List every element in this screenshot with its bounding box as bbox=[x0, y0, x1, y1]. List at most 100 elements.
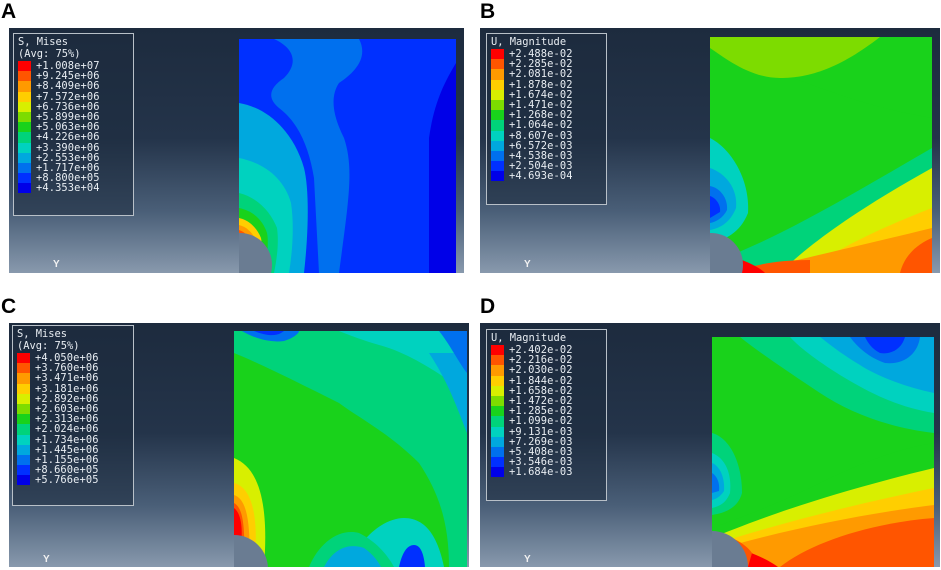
stress-legend: S, Mises (Avg: 75%) +1.008e+07 +9.245e+06… bbox=[13, 33, 134, 216]
legend-swatch bbox=[18, 152, 31, 163]
displacement-legend: U, Magnitude +2.488e-02 +2.285e-02 +2.081e… bbox=[486, 33, 607, 205]
legend-row: +2.285e-02 bbox=[491, 59, 602, 70]
panel-letter-a: A bbox=[1, 0, 17, 23]
legend-swatch bbox=[18, 142, 31, 153]
legend-swatch bbox=[491, 467, 504, 478]
legend-value: +5.766e+05 bbox=[35, 474, 99, 487]
legend-swatch bbox=[18, 122, 31, 133]
legend-value: +3.181e+06 bbox=[35, 382, 99, 395]
legend-value: +2.402e-02 bbox=[509, 344, 573, 356]
legend-swatch bbox=[18, 111, 31, 123]
legend-value: +2.216e-02 bbox=[509, 354, 573, 367]
legend-row: +2.313e+06 bbox=[17, 414, 129, 425]
legend-row: +1.099e-02 bbox=[491, 416, 602, 427]
legend-row: +1.268e-02 bbox=[491, 110, 602, 121]
legend-value: +4.538e-03 bbox=[509, 149, 573, 162]
panel-c-plot bbox=[234, 331, 467, 567]
legend-value: +5.408e-03 bbox=[509, 445, 573, 458]
legend-value: +1.008e+07 bbox=[36, 60, 100, 72]
legend-swatch bbox=[17, 414, 30, 425]
axis-label-y: Y bbox=[53, 259, 60, 270]
legend-row: +6.736e+06 bbox=[18, 100, 129, 113]
legend-row: +2.081e-02 bbox=[491, 68, 602, 81]
legend-row: +8.409e+06 bbox=[18, 80, 129, 93]
legend-swatch bbox=[17, 393, 30, 404]
legend-value: +1.734e+06 bbox=[35, 433, 99, 446]
legend-row: +2.024e+06 bbox=[17, 423, 129, 436]
legend-swatch bbox=[491, 161, 504, 172]
panel-a-stress-contour: S, Mises (Avg: 75%) +1.008e+07 +9.245e+06… bbox=[9, 28, 464, 273]
legend-swatch bbox=[17, 373, 30, 384]
panel-b-plot bbox=[710, 37, 932, 273]
displacement-legend: U, Magnitude +2.402e-02 +2.216e-02 +2.030e… bbox=[486, 329, 607, 501]
legend-value: +8.660e+05 bbox=[35, 464, 99, 477]
legend-row: +1.717e+06 bbox=[18, 162, 129, 173]
legend-title: S, Mises bbox=[18, 36, 69, 48]
legend-value: +2.553e+06 bbox=[36, 151, 100, 164]
legend-swatch bbox=[491, 436, 504, 447]
legend-swatch bbox=[17, 475, 30, 486]
legend-value: +2.081e-02 bbox=[509, 68, 573, 81]
legend-value: +2.488e-02 bbox=[509, 48, 573, 60]
legend-swatch bbox=[491, 355, 504, 366]
legend-swatch bbox=[17, 383, 30, 394]
legend-value: +1.445e+06 bbox=[35, 443, 99, 456]
legend-swatch bbox=[491, 120, 504, 131]
legend-row: +8.660e+05 bbox=[17, 465, 129, 475]
legend-row: +1.285e-02 bbox=[491, 406, 602, 417]
legend-value: +2.024e+06 bbox=[35, 423, 99, 436]
legend-row: +5.766e+05 bbox=[17, 474, 129, 487]
legend-swatch bbox=[491, 416, 504, 427]
panel-letter-b: B bbox=[480, 0, 496, 23]
legend-row: +3.546e-03 bbox=[491, 457, 602, 467]
legend-row: +1.445e+06 bbox=[17, 443, 129, 456]
legend-swatch bbox=[491, 385, 504, 396]
panel-b-displacement-contour: U, Magnitude +2.488e-02 +2.285e-02 +2.081e… bbox=[480, 28, 940, 273]
legend-value: +7.269e-03 bbox=[509, 435, 573, 448]
legend-value: +1.064e-02 bbox=[509, 119, 573, 132]
legend-value: +4.353e+04 bbox=[36, 182, 100, 195]
legend-row: +2.402e-02 bbox=[491, 345, 602, 355]
legend-value: +1.844e-02 bbox=[509, 374, 573, 387]
axis-label-y: Y bbox=[524, 554, 531, 565]
legend-row: +9.131e-03 bbox=[491, 425, 602, 438]
legend-value: +7.572e+06 bbox=[36, 90, 100, 103]
legend-value: +6.572e-03 bbox=[509, 139, 573, 152]
legend-swatch bbox=[491, 49, 504, 60]
legend-swatch bbox=[17, 424, 30, 435]
legend-row: +1.155e+06 bbox=[17, 453, 129, 466]
legend-title: U, Magnitude bbox=[491, 36, 567, 48]
legend-swatch bbox=[17, 454, 30, 466]
legend-swatch bbox=[17, 444, 30, 455]
legend-value: +2.504e-03 bbox=[509, 160, 573, 173]
legend-swatch bbox=[17, 403, 30, 415]
legend-value: +3.390e+06 bbox=[36, 141, 100, 154]
legend-value: +1.658e-02 bbox=[509, 384, 573, 397]
legend-swatch bbox=[491, 69, 504, 80]
legend-row: +4.050e+06 bbox=[17, 353, 129, 363]
stress-legend: S, Mises (Avg: 75%) +4.050e+06 +3.760e+06… bbox=[12, 325, 134, 506]
legend-value: +6.736e+06 bbox=[36, 100, 100, 113]
legend-swatch bbox=[491, 59, 504, 70]
legend-row: +6.572e-03 bbox=[491, 139, 602, 152]
legend-value: +1.155e+06 bbox=[35, 453, 99, 466]
legend-swatch bbox=[491, 365, 504, 376]
legend-row: +4.538e-03 bbox=[491, 149, 602, 162]
legend-swatch bbox=[491, 375, 504, 386]
legend-title: S, Mises bbox=[17, 328, 68, 340]
legend-row: +2.504e-03 bbox=[491, 161, 602, 171]
legend-row: +5.408e-03 bbox=[491, 445, 602, 458]
legend-swatch bbox=[491, 446, 504, 458]
legend-row: +3.181e+06 bbox=[17, 382, 129, 395]
panel-c-stress-contour: S, Mises (Avg: 75%) +4.050e+06 +3.760e+06… bbox=[9, 323, 469, 567]
legend-row: +1.734e+06 bbox=[17, 433, 129, 446]
legend-row: +4.226e+06 bbox=[18, 132, 129, 143]
legend-value: +4.050e+06 bbox=[35, 352, 99, 364]
legend-value: +9.131e-03 bbox=[509, 425, 573, 438]
legend-value: +1.878e-02 bbox=[509, 78, 573, 91]
legend-value: +8.409e+06 bbox=[36, 80, 100, 93]
legend-value: +1.674e-02 bbox=[509, 88, 573, 101]
legend-swatch bbox=[17, 363, 30, 374]
legend-subtitle: (Avg: 75%) bbox=[17, 340, 80, 352]
legend-swatch bbox=[491, 457, 504, 468]
